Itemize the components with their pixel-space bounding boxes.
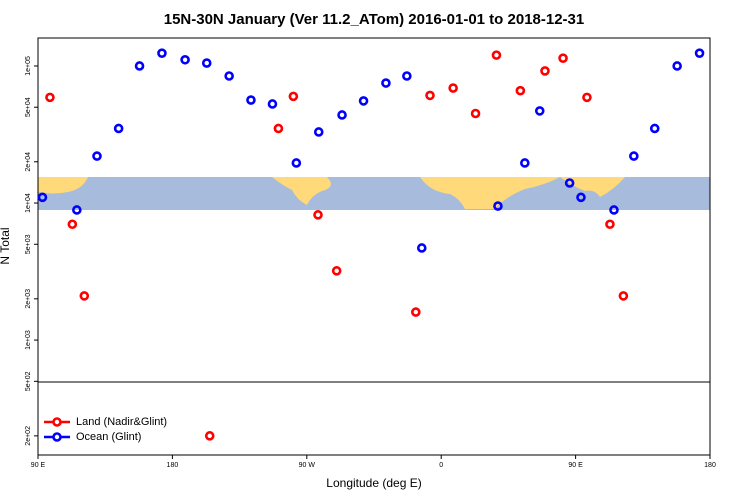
data-point [515, 85, 526, 96]
legend-marker [52, 417, 62, 427]
data-point [180, 54, 190, 65]
data-point [37, 192, 48, 203]
chart-title: 15N-30N January (Ver 11.2_ATom) 2016-01-… [164, 11, 585, 28]
legend-item: Ocean (Glint) [44, 431, 141, 443]
data-point [448, 83, 458, 93]
data-point [491, 50, 502, 60]
data-point [402, 71, 412, 81]
data-point [134, 61, 145, 71]
data-point [416, 243, 427, 253]
data-point [425, 90, 435, 101]
data-point [288, 91, 299, 102]
data-point [411, 307, 421, 317]
data-point [337, 110, 347, 120]
data-point [157, 48, 167, 58]
data-point [201, 58, 212, 68]
y-tick-label: 5e+04 [25, 97, 32, 117]
data-point [629, 151, 639, 161]
data-point [493, 201, 503, 211]
data-point [540, 66, 550, 76]
y-tick-label: 1e+03 [25, 330, 32, 350]
data-point [694, 48, 705, 58]
data-point [79, 291, 90, 301]
legend-label: Ocean (Glint) [76, 431, 141, 443]
x-tick-label: 180 [167, 462, 179, 469]
data-point [273, 123, 284, 134]
legend-label: Land (Nadir&Glint) [76, 416, 167, 428]
data-point [313, 210, 323, 220]
data-point [45, 92, 55, 103]
y-tick-label: 2e+02 [25, 426, 32, 446]
data-point [564, 178, 575, 188]
legend-item: Land (Nadir&Glint) [44, 416, 167, 428]
y-tick-label: 2e+04 [25, 152, 32, 172]
data-point [246, 95, 256, 105]
x-tick-label: 0 [439, 462, 443, 469]
x-tick-label: 90 E [568, 462, 583, 469]
data-point [470, 108, 481, 119]
data-point [267, 99, 278, 109]
data-point [609, 205, 619, 215]
y-tick-label: 1e+05 [25, 56, 32, 76]
x-tick-label: 90 E [31, 462, 46, 469]
data-point [381, 78, 391, 88]
data-point [576, 192, 586, 203]
y-tick-label: 5e+02 [25, 371, 32, 391]
data-point [520, 158, 530, 168]
data-point [67, 219, 78, 230]
data-point [313, 127, 324, 137]
data-point [291, 158, 302, 168]
data-point [224, 71, 234, 81]
data-point [558, 53, 568, 63]
x-tick-label: 180 [704, 462, 716, 469]
data-point [618, 291, 629, 301]
x-axis-label: Longitude (deg E) [326, 476, 421, 490]
data-point [358, 96, 369, 106]
y-tick-label: 5e+03 [25, 234, 32, 254]
x-tick-label: 90 W [299, 462, 316, 469]
data-point [672, 61, 682, 71]
data-point [331, 266, 342, 276]
y-tick-label: 1e+04 [25, 193, 32, 213]
data-point [72, 205, 82, 215]
data-point [92, 151, 102, 161]
y-tick-label: 2e+03 [25, 289, 32, 309]
y-axis-label: N Total [0, 227, 12, 264]
data-point [649, 123, 660, 134]
data-point [605, 219, 615, 230]
map-background [38, 177, 710, 210]
legend-marker [52, 432, 62, 442]
data-point [113, 123, 124, 134]
data-point [534, 106, 545, 116]
data-point [582, 92, 592, 103]
plot-frame [37, 37, 711, 456]
data-point [204, 431, 215, 441]
